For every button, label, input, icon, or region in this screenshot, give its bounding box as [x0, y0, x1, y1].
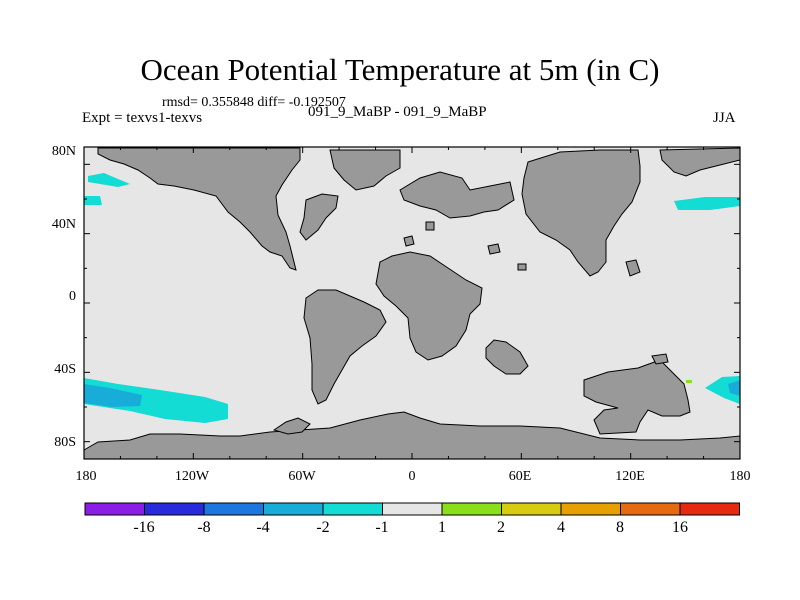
colorbar-swatch [501, 502, 562, 516]
colorbar-swatch [84, 502, 145, 516]
x-tick-label: 0 [409, 469, 416, 484]
colorbar-label: -1 [375, 519, 388, 536]
anomaly-warm-spot [686, 380, 692, 383]
colorbar-label: 2 [497, 519, 505, 536]
y-tick-label: 80S [54, 435, 76, 450]
land-north-america [97, 147, 301, 271]
colorbar-label: -2 [316, 519, 329, 536]
y-tick-label: 80N [52, 144, 76, 159]
colorbar-label: 8 [616, 519, 624, 536]
x-tick-label: 60E [509, 469, 532, 484]
colorbar-label: -4 [256, 519, 269, 536]
y-tick-label: 0 [69, 289, 76, 304]
land-indian-subcontinent [485, 339, 529, 375]
axis-labels: 180 120W 60W 0 60E 120E 180 80N 40N 0 40… [52, 144, 751, 484]
colorbar-swatch [263, 502, 324, 516]
colorbar-swatch [322, 502, 383, 516]
chart-title: Ocean Potential Temperature at 5m (in C) [140, 52, 660, 87]
map-panel [83, 146, 741, 460]
land-north-atlantic-island [299, 193, 339, 241]
colorbar-swatch [560, 502, 621, 516]
x-tick-label: 180 [76, 469, 97, 484]
land-asia [521, 149, 641, 277]
y-tick-label: 40N [52, 217, 76, 232]
x-tick-label: 120E [615, 469, 645, 484]
colorbar-label: -8 [197, 519, 210, 536]
anomaly-cool-nw-pacific-2 [84, 196, 102, 205]
anomaly-cool-south-pacific [84, 378, 228, 423]
colorbar-label: 1 [438, 519, 446, 536]
colorbar-label: -16 [133, 519, 154, 536]
land-greenland [329, 149, 401, 191]
colorbar-swatch [679, 502, 740, 516]
y-tick-label: 40S [54, 362, 76, 377]
colorbar-label: 4 [557, 519, 565, 536]
colorbar-swatch [144, 502, 205, 516]
colorbar-labels: -16 -8 -4 -2 -1 1 2 4 8 16 [133, 519, 688, 536]
subtitle-label: 091_9_MaBP - 091_9_MaBP [308, 104, 487, 120]
season-label: JJA [713, 110, 736, 126]
experiment-label: Expt = texvs1-texvs [82, 110, 203, 126]
colorbar-swatch [382, 502, 443, 516]
stats-label: rmsd= 0.355848 diff= -0.192507 [162, 95, 346, 110]
land-antarctic-peninsula [272, 417, 311, 435]
colorbar-label: 16 [672, 519, 688, 536]
x-tick-label: 120W [175, 469, 210, 484]
anomaly-cool-nw-pacific [88, 173, 130, 187]
land-africa [375, 251, 483, 361]
colorbar-swatch [620, 502, 681, 516]
land-europe [399, 171, 515, 219]
colorbar-swatch [203, 502, 264, 516]
anomaly-cool-south-pacific-core [84, 384, 142, 407]
land-antarctica [83, 411, 741, 460]
land-south-america [303, 289, 387, 405]
anomaly-cool-ne-pacific [674, 197, 740, 210]
colorbar-swatch [441, 502, 502, 516]
land-small-islands [403, 221, 669, 365]
x-tick-label: 60W [288, 469, 316, 484]
anomaly-cool-se-pacific-core [728, 380, 740, 396]
x-tick-label: 180 [730, 469, 751, 484]
colorbar [84, 502, 740, 516]
